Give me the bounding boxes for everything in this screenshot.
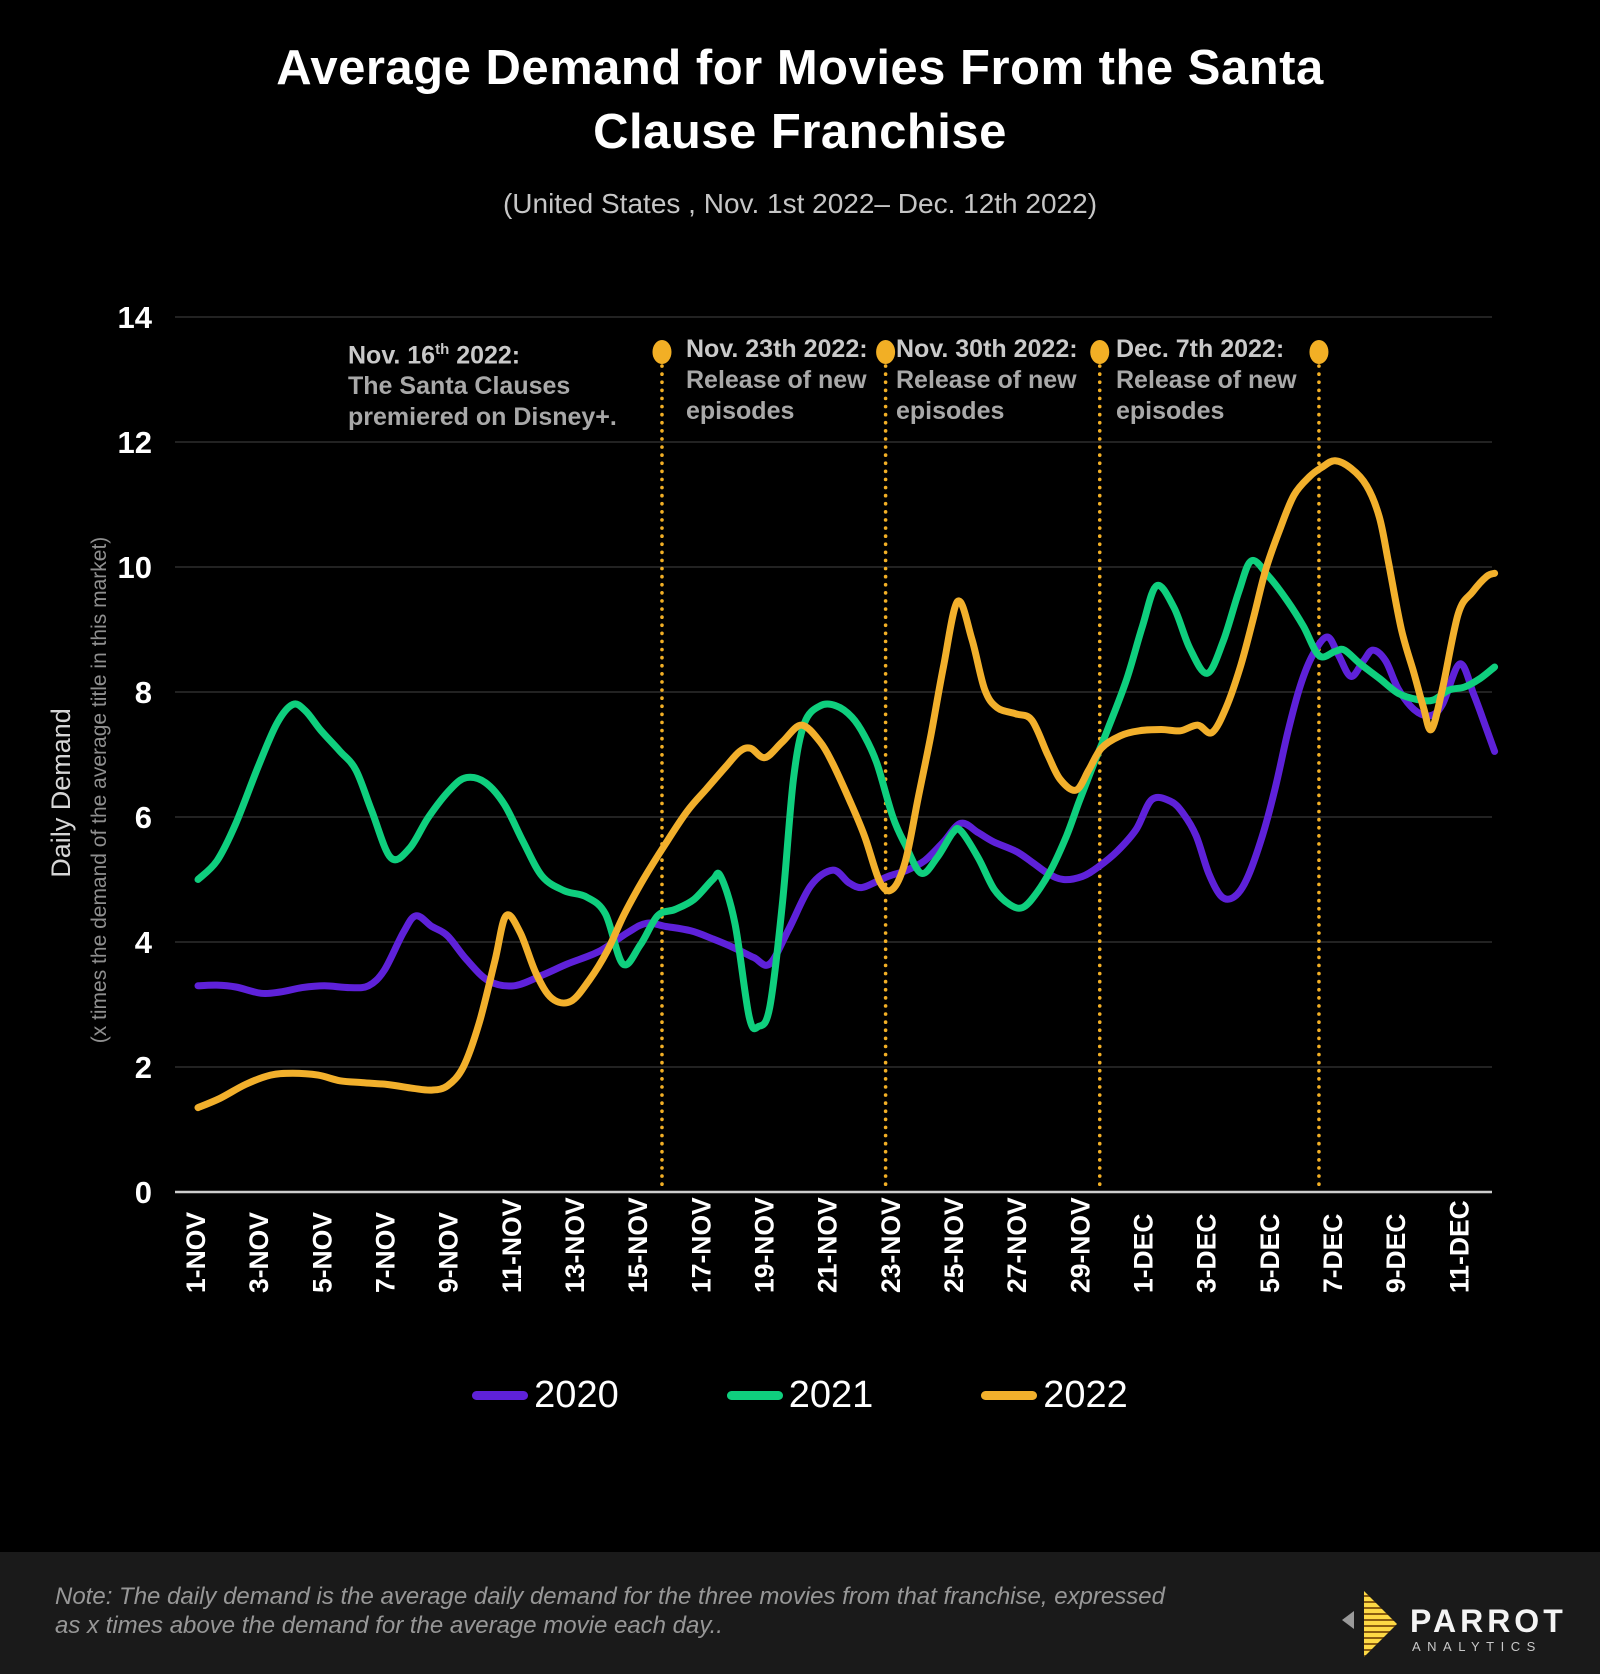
y-tick-label: 12 — [118, 425, 152, 460]
x-tick-label: 13-NOV — [560, 1197, 590, 1293]
y-tick-label: 0 — [135, 1175, 152, 1210]
y-tick-label: 2 — [135, 1050, 152, 1085]
footnote-line2: as x times above the demand for the aver… — [55, 1612, 723, 1639]
x-tick-label: 5-DEC — [1255, 1213, 1285, 1293]
legend-dash-icon — [726, 1391, 783, 1400]
x-tick-label: 7-DEC — [1318, 1213, 1348, 1293]
parrot-analytics-logo: PARROT ANALYTICS — [1340, 1565, 1570, 1661]
x-tick-label: 17-NOV — [686, 1197, 716, 1293]
event-dot-icon — [1309, 340, 1329, 364]
annotation-text-line: episodes — [896, 397, 1005, 425]
annotation-date: Dec. 7th 2022: — [1116, 335, 1285, 363]
legend-item-2022: 2022 — [981, 1374, 1128, 1417]
legend-label: 2020 — [534, 1374, 619, 1416]
x-tick-label: 11-NOV — [497, 1198, 527, 1293]
legend-item-2020: 2020 — [472, 1374, 619, 1417]
y-axis-sublabel: (x times the demand of the average title… — [88, 537, 111, 1044]
y-tick-label: 10 — [118, 550, 152, 585]
x-tick-label: 7-NOV — [371, 1212, 401, 1293]
annotation-text-line: episodes — [686, 397, 795, 425]
x-tick-label: 25-NOV — [939, 1197, 969, 1293]
page-subtitle: (United States , Nov. 1st 2022– Dec. 12t… — [502, 188, 1098, 219]
y-tick-label: 4 — [135, 925, 153, 960]
annotation-date: Nov. 23th 2022: — [686, 335, 868, 363]
annotation-block: Nov. 23th 2022: Release of new episodes — [686, 334, 926, 427]
x-tick-label: 29-NOV — [1065, 1197, 1095, 1293]
chart-legend: 2020 2021 2022 — [0, 1374, 1600, 1417]
series-line-2021 — [194, 556, 1499, 1033]
annotation-text-line: premiered on Disney+. — [348, 403, 617, 432]
page-title-line2: Clause Franchise — [593, 105, 1007, 159]
x-tick-label: 3-DEC — [1192, 1213, 1222, 1293]
footnote-line1: Note: The daily demand is the average da… — [55, 1583, 1165, 1610]
annotation-block: Dec. 7th 2022: Release of new episodes — [1116, 334, 1356, 427]
annotation-date: Nov. 16th 2022: — [348, 341, 521, 370]
footnote: Note: The daily demand is the average da… — [55, 1582, 1165, 1640]
x-tick-label: 9-DEC — [1381, 1213, 1411, 1293]
legend-label: 2021 — [788, 1374, 874, 1416]
x-tick-label: 15-NOV — [623, 1197, 653, 1293]
page-title-line1: Average Demand for Movies From the Santa — [276, 41, 1324, 95]
annotation-date: Nov. 30th 2022: — [896, 335, 1078, 363]
y-tick-label: 6 — [135, 800, 152, 835]
event-dot-icon — [876, 340, 896, 364]
legend-item-2021: 2021 — [726, 1374, 874, 1417]
x-tick-label: 3-NOV — [244, 1212, 274, 1293]
annotation-block: Nov. 30th 2022: Release of new episodes — [896, 334, 1136, 427]
annotation-text-line: Release of new — [686, 366, 867, 394]
logo-diamond-icon — [1364, 1591, 1397, 1657]
logo-subtext: ANALYTICS — [1412, 1639, 1542, 1654]
x-tick-label: 27-NOV — [1002, 1197, 1032, 1293]
footer-band: Note: The daily demand is the average da… — [0, 1552, 1600, 1674]
annotation-text-line: The Santa Clauses — [348, 372, 571, 401]
annotation-text-line: episodes — [1116, 397, 1225, 425]
event-dot-icon — [652, 340, 672, 364]
x-tick-label: 1-DEC — [1129, 1213, 1159, 1293]
legend-dash-icon — [981, 1391, 1038, 1400]
y-axis-label: Daily Demand — [46, 708, 76, 878]
x-tick-label: 19-NOV — [750, 1197, 780, 1293]
y-tick-label: 14 — [118, 300, 153, 335]
x-tick-label: 11-DEC — [1444, 1200, 1474, 1293]
event-dot-icon — [1090, 340, 1110, 364]
x-tick-label: 21-NOV — [813, 1197, 843, 1293]
legend-label: 2022 — [1043, 1374, 1128, 1416]
x-tick-label: 5-NOV — [307, 1212, 337, 1293]
x-tick-label: 9-NOV — [434, 1212, 464, 1293]
x-tick-label: 1-NOV — [181, 1212, 211, 1293]
legend-dash-icon — [472, 1391, 529, 1400]
series-line-2020 — [194, 633, 1499, 998]
x-tick-label: 23-NOV — [876, 1197, 906, 1293]
annotation-text-line: Release of new — [896, 366, 1077, 394]
series-line-2022 — [194, 457, 1499, 1112]
y-tick-label: 8 — [135, 675, 152, 710]
logo-left-arrow-icon — [1342, 1611, 1354, 1629]
annotation-block: Nov. 16th 2022: The Santa Clauses premiere… — [348, 334, 617, 433]
logo-name: PARROT — [1410, 1603, 1567, 1639]
annotation-text-line: Release of new — [1116, 366, 1297, 394]
